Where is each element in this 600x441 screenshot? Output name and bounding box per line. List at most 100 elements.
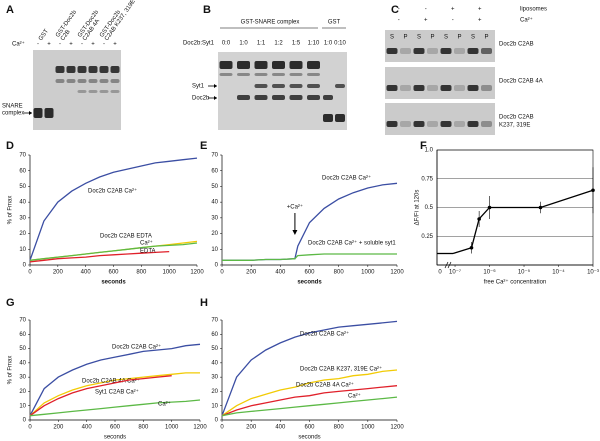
x-tick-label: 1000: [162, 270, 176, 276]
gel-band: [386, 85, 398, 91]
x-axis-label: seconds: [101, 280, 126, 286]
lane-sign: +: [69, 42, 73, 48]
y-tick-label: 30: [211, 375, 218, 381]
condition-sign: -: [398, 18, 400, 24]
x-tick-label: 600: [304, 270, 315, 276]
lane-header-text: C2B: [60, 29, 72, 42]
gel-band: [272, 61, 285, 69]
lane-label: P: [457, 35, 461, 41]
condition-sign: -: [452, 18, 454, 24]
lane-sign: -: [59, 42, 61, 48]
gel-band: [219, 73, 233, 76]
y-tick-label: 10: [19, 247, 26, 253]
y-tick-label: 0.25: [421, 234, 433, 240]
y-tick-label: 60: [19, 332, 26, 338]
gel-band: [427, 48, 438, 54]
ratio: 1:2: [274, 41, 283, 47]
y-tick-label: 0.5: [425, 205, 434, 211]
gel-band: [254, 95, 268, 100]
x-tick-label: 1200: [193, 425, 207, 431]
gel-band: [307, 61, 320, 69]
gel-band: [413, 85, 425, 91]
x-tick-label: 200: [246, 270, 257, 276]
x-tick-label: 800: [334, 270, 345, 276]
gel-band: [237, 61, 250, 69]
gel-band: [254, 61, 268, 69]
series-line: [29, 250, 170, 263]
x-tick-label: 400: [82, 425, 93, 431]
panel-label: F: [420, 140, 427, 152]
y-tick-label: 20: [19, 389, 26, 395]
y-tick-label: 40: [19, 360, 26, 366]
gel-band: [110, 66, 120, 73]
gel-band: [88, 90, 98, 93]
data-point: [469, 245, 474, 250]
y-tick-label: 50: [19, 184, 26, 190]
x-break-label: 0: [438, 270, 442, 276]
condition-label: liposomes: [520, 7, 547, 13]
y-tick-label: 1.0: [425, 148, 434, 154]
x-tick-label: 600: [304, 425, 315, 431]
gel-band: [440, 85, 452, 91]
y-tick-label: 0: [23, 263, 27, 269]
data-point: [487, 205, 492, 210]
arrow-head: [214, 96, 217, 100]
series-line: [221, 396, 398, 417]
panel-label: B: [203, 4, 211, 16]
y-tick-label: 40: [211, 360, 218, 366]
x-tick-label: 200: [53, 270, 64, 276]
gel-label: Doc2b C2AB 4A: [499, 79, 543, 85]
gel-band: [88, 79, 98, 83]
ratio: 1:0: [239, 41, 248, 47]
x-tick-label: 1000: [361, 425, 375, 431]
gel-band: [66, 79, 76, 83]
gel: [33, 50, 121, 130]
data-point: [591, 188, 595, 193]
gel: [385, 30, 495, 62]
series-label: Doc2b C2AB Ca²⁺: [112, 344, 161, 351]
annotation: +Ca²⁺: [287, 204, 303, 211]
y-tick-label: 60: [211, 168, 218, 174]
gel: [385, 67, 495, 99]
band-label: complex: [2, 111, 24, 117]
series-label: Doc2b C2AB Ca²⁺: [322, 175, 371, 182]
arrow-head: [292, 230, 298, 235]
condition-label: Ca²⁺: [520, 17, 533, 24]
series-label: Doc2b C2AB EDTA: [100, 234, 152, 240]
x-tick-label: 10⁻⁵: [518, 269, 531, 276]
gel-band: [427, 85, 438, 91]
series-label: Ca²⁺: [158, 401, 171, 408]
gel-band: [77, 90, 87, 93]
gel-band: [272, 73, 285, 76]
x-tick-label: 1200: [390, 270, 404, 276]
gel-band: [454, 85, 465, 91]
y-tick-label: 50: [19, 346, 26, 352]
gel-band: [440, 121, 452, 127]
gel-band: [272, 84, 285, 88]
y-tick-label: 50: [211, 184, 218, 190]
y-tick-label: 70: [19, 153, 26, 159]
y-tick-label: 20: [211, 389, 218, 395]
lane-label: P: [430, 35, 434, 41]
condition-sign: -: [425, 7, 427, 13]
series-label: Syt1 C2AB Ca²⁺: [95, 389, 139, 396]
x-tick-label: 600: [108, 270, 119, 276]
x-tick-label: 800: [334, 425, 345, 431]
gel-band: [254, 84, 268, 88]
condition-sign: +: [451, 7, 455, 13]
y-tick-label: 0.75: [421, 176, 433, 182]
gel-band: [400, 48, 411, 54]
series-label: Ca²⁺: [140, 240, 153, 247]
x-tick-label: 400: [275, 270, 286, 276]
y-tick-label: 50: [211, 346, 218, 352]
x-tick-label: 0: [220, 270, 224, 276]
y-tick-label: 60: [19, 168, 26, 174]
gel-label: Doc2b C2AB: [499, 115, 534, 121]
condition-sign: +: [478, 18, 482, 24]
gel-band: [400, 85, 411, 91]
band-label: Syt1: [192, 84, 205, 90]
y-tick-label: 70: [19, 318, 26, 324]
gel-band: [454, 48, 465, 54]
panel-label: E: [200, 140, 207, 152]
